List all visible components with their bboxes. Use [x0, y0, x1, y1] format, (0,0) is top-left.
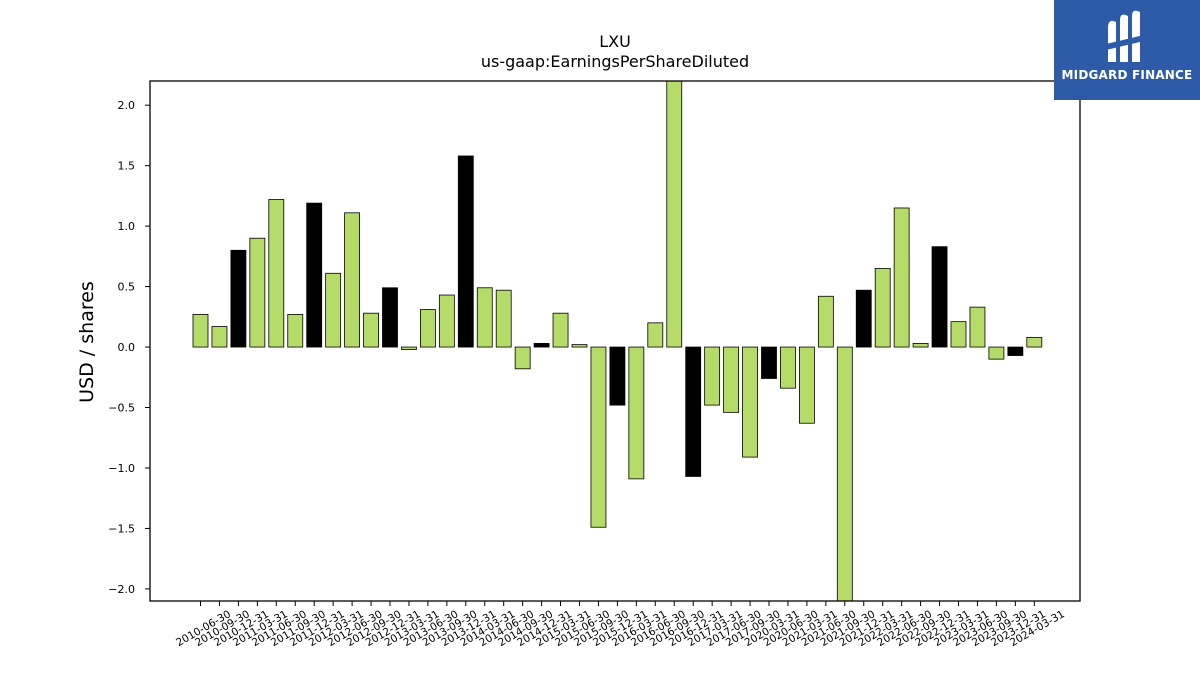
bar-2021-12-31: [855, 289, 872, 348]
bar-2012-09-30: [363, 312, 379, 348]
bar-2023-06-30: [969, 306, 986, 348]
bar-2013-06-30: [419, 309, 436, 348]
bar-2011-06-30: [268, 199, 285, 348]
bar-2015-06-30: [571, 344, 588, 348]
y-axis: −2.0 −1.5 −1.0 −0.5 0.0 0.5 1.0 1.5 2.0: [108, 99, 150, 596]
y-tick-label: −1.0: [108, 462, 135, 475]
bar-2015-03-31: [552, 312, 569, 348]
bar-2015-12-31: [609, 346, 626, 406]
bar-2023-12-31: [1007, 346, 1024, 356]
bar-2020-03-31: [761, 346, 777, 379]
chart-subtitle: us-gaap:EarningsPerShareDiluted: [480, 52, 750, 71]
brand-name: MIDGARD FINANCE: [1061, 68, 1193, 82]
plot-frame: [149, 80, 1081, 602]
y-tick-label: 1.0: [118, 220, 136, 233]
bar-2011-03-31: [249, 237, 266, 348]
y-tick-label: 1.5: [118, 160, 136, 173]
bar-2011-12-31: [306, 202, 323, 348]
y-tick-label: −0.5: [108, 402, 135, 415]
bar-2023-09-30: [988, 346, 1005, 360]
y-tick-label: 2.0: [118, 99, 136, 112]
bar-2011-09-30: [287, 313, 304, 348]
bar-2012-12-31: [382, 287, 398, 348]
bar-2022-06-30: [893, 207, 910, 348]
bars-group: [192, 80, 1043, 602]
bar-2014-03-31: [476, 287, 493, 348]
bar-2013-12-31: [457, 155, 474, 348]
bar-2016-06-30: [647, 322, 664, 348]
bar-2010-06-30: [192, 313, 209, 348]
bar-2012-06-30: [344, 212, 361, 348]
bar-2013-09-30: [438, 294, 455, 348]
bar-2010-09-30: [211, 326, 228, 348]
bar-2013-03-31: [401, 346, 417, 350]
bar-2014-09-30: [514, 346, 531, 370]
y-tick-label: −2.0: [108, 583, 135, 596]
bar-2021-06-30: [817, 295, 834, 348]
bar-2016-03-31: [628, 346, 645, 480]
x-axis: 2010-06-302010-09-302010-12-312011-03-31…: [174, 601, 1067, 649]
bar-2021-09-30: [836, 346, 853, 602]
bar-2023-03-31: [950, 321, 967, 348]
bar-2015-09-30: [590, 346, 607, 528]
midgard-logo-icon: [1106, 10, 1148, 63]
bar-2017-06-30: [723, 346, 739, 413]
bar-2024-03-31: [1026, 336, 1043, 348]
bar-2022-12-31: [931, 246, 948, 348]
chart-title: LXU: [599, 32, 631, 51]
bar-2010-12-31: [230, 249, 247, 348]
bar-2021-03-31: [799, 346, 815, 424]
bar-2012-03-31: [325, 272, 342, 348]
y-tick-label: 0.5: [118, 281, 136, 294]
y-tick-label: 0.0: [118, 341, 136, 354]
bar-2017-03-31: [704, 346, 721, 406]
bar-2016-09-30: [666, 80, 683, 348]
brand-logo: MIDGARD FINANCE: [1054, 0, 1200, 100]
y-tick-label: −1.5: [108, 522, 135, 535]
bar-2016-12-31: [685, 346, 702, 477]
bar-2014-06-30: [495, 289, 512, 348]
bar-2014-12-31: [533, 343, 550, 348]
bar-2022-03-31: [874, 268, 891, 348]
bar-2017-09-30: [742, 346, 758, 458]
bar-2022-09-30: [912, 343, 929, 348]
bar-2020-06-30: [780, 346, 796, 389]
